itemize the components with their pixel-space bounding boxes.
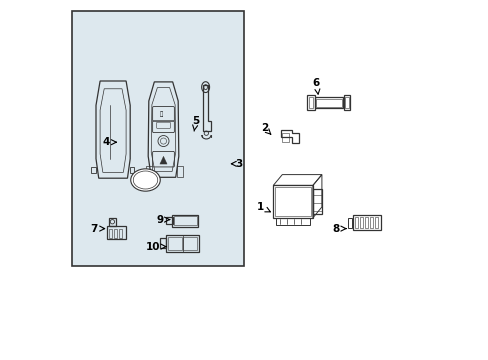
Bar xyxy=(369,217,372,228)
Bar xyxy=(354,217,357,228)
Bar xyxy=(166,235,199,252)
Text: 7: 7 xyxy=(90,224,104,234)
Text: 3: 3 xyxy=(231,159,242,169)
Ellipse shape xyxy=(130,169,160,191)
Bar xyxy=(160,238,166,248)
Text: 5: 5 xyxy=(192,116,199,131)
Bar xyxy=(172,215,198,227)
Bar xyxy=(306,95,314,110)
Bar xyxy=(312,189,321,214)
Bar xyxy=(166,217,172,224)
Bar xyxy=(343,95,349,110)
Bar xyxy=(282,133,288,142)
Text: ⚿: ⚿ xyxy=(160,111,163,117)
Bar xyxy=(114,229,117,238)
Text: 4: 4 xyxy=(102,137,116,147)
Bar xyxy=(273,185,312,218)
Bar xyxy=(359,217,362,228)
Bar xyxy=(314,97,343,108)
Bar xyxy=(344,97,348,108)
Text: 1: 1 xyxy=(257,202,270,212)
Text: 9: 9 xyxy=(156,215,169,225)
Bar xyxy=(109,229,112,238)
Bar xyxy=(109,218,115,226)
Text: 6: 6 xyxy=(312,78,320,94)
Text: 8: 8 xyxy=(332,224,346,234)
Bar xyxy=(275,187,310,216)
Bar xyxy=(374,217,377,228)
Bar xyxy=(316,99,342,107)
Bar xyxy=(364,217,367,228)
Bar xyxy=(174,216,197,225)
Bar xyxy=(347,218,352,228)
Bar xyxy=(168,237,182,250)
Polygon shape xyxy=(160,156,167,164)
Bar xyxy=(183,237,197,250)
Bar xyxy=(352,215,381,230)
Text: 10: 10 xyxy=(145,242,166,252)
Bar xyxy=(72,11,244,266)
Bar xyxy=(308,97,312,108)
Text: 2: 2 xyxy=(260,123,270,134)
Bar xyxy=(107,226,125,239)
Bar xyxy=(119,229,122,238)
